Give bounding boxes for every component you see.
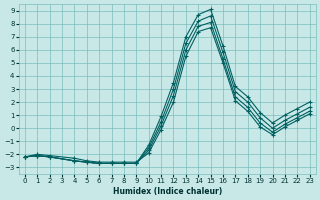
X-axis label: Humidex (Indice chaleur): Humidex (Indice chaleur) xyxy=(113,187,222,196)
